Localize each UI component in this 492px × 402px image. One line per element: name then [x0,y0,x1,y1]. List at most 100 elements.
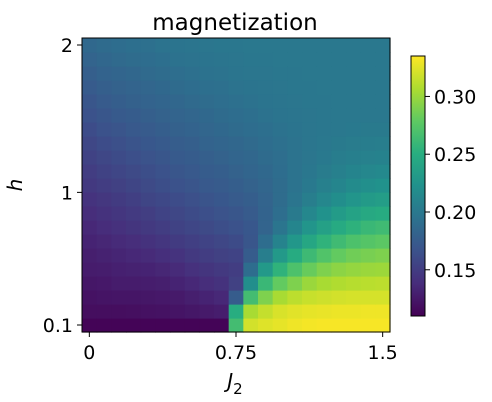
heatmap-cell [287,122,303,137]
heatmap-cell [375,178,391,193]
heatmap-cell [170,136,186,151]
heatmap-cell [199,206,215,221]
chart-title: magnetization [152,10,317,36]
heatmap-cell [331,66,347,81]
heatmap-cell [346,150,362,165]
heatmap-cell [258,276,274,291]
heatmap-cell [199,220,215,235]
heatmap-cell [287,192,303,207]
heatmap-cell [243,192,259,207]
heatmap-cell [243,290,259,305]
heatmap-cell [214,192,230,207]
heatmap-cell [111,178,127,193]
heatmap-cell [331,80,347,95]
heatmap-cell [96,122,112,137]
heatmap-cell [316,220,332,235]
heatmap-cell [243,262,259,277]
heatmap-cell [111,290,127,305]
heatmap-cell [316,262,332,277]
heatmap-cell [140,318,156,333]
heatmap-cell [272,318,288,333]
heatmap-cell [272,178,288,193]
heatmap-cell [111,66,127,81]
heatmap-cell [272,164,288,179]
heatmap-cell [258,150,274,165]
heatmap-cell [316,178,332,193]
heatmap-cell [272,220,288,235]
heatmap-cell [96,318,112,333]
heatmap-cell [228,80,244,95]
heatmap-cell [346,94,362,109]
heatmap-cell [346,304,362,319]
heatmap-cell [126,206,142,221]
heatmap-cell [302,248,318,263]
heatmap-cell [140,122,156,137]
heatmap-cell [375,248,391,263]
heatmap-cell [184,206,200,221]
heatmap-cell [155,94,171,109]
heatmap-cell [96,206,112,221]
heatmap-cell [199,178,215,193]
heatmap-cell [331,318,347,333]
heatmap-cell [184,66,200,81]
heatmap-cell [199,164,215,179]
heatmap-cell [287,80,303,95]
heatmap-cell [170,262,186,277]
heatmap-cell [287,136,303,151]
heatmap-cell [228,122,244,137]
heatmap-cell [258,80,274,95]
heatmap-cell [140,80,156,95]
heatmap-cell [302,108,318,123]
heatmap-cell [140,108,156,123]
heatmap-cell [96,290,112,305]
heatmap-cell [126,192,142,207]
heatmap-cell [360,248,376,263]
heatmap-cell [170,276,186,291]
heatmap-cell [287,248,303,263]
heatmap-cell [155,136,171,151]
heatmap-cell [214,290,230,305]
heatmap-cell [360,290,376,305]
heatmap-cell [82,136,98,151]
heatmap-cell [170,248,186,263]
heatmap-cell [331,178,347,193]
heatmap-cell [214,38,230,53]
heatmap-cell [375,38,391,53]
heatmap-cell [272,94,288,109]
heatmap-cell [287,94,303,109]
heatmap-cell [331,290,347,305]
heatmap-cell [258,220,274,235]
heatmap-cell [287,150,303,165]
heatmap-cell [184,80,200,95]
heatmap-cell [126,122,142,137]
heatmap-cell [155,234,171,249]
heatmap-cell [243,318,259,333]
heatmap-cell [214,206,230,221]
heatmap-cell [375,52,391,67]
heatmap-cell [155,52,171,67]
heatmap-cell [331,234,347,249]
heatmap-cell [82,150,98,165]
heatmap-cell [96,248,112,263]
heatmap-cell [140,38,156,53]
heatmap-cell [82,122,98,137]
heatmap-cell [316,136,332,151]
heatmap-cell [199,80,215,95]
heatmap-cell [155,150,171,165]
heatmap-cell [360,122,376,137]
heatmap-cell [214,94,230,109]
heatmap-cell [228,220,244,235]
heatmap-cell [360,136,376,151]
heatmap-cell [287,304,303,319]
heatmap-cell [82,262,98,277]
heatmap-cell [258,108,274,123]
heatmap-cell [184,262,200,277]
heatmap-cell [272,234,288,249]
heatmap-cell [360,206,376,221]
heatmap-cell [243,220,259,235]
heatmap-cell [302,38,318,53]
heatmap-cell [199,234,215,249]
heatmap-cell [360,276,376,291]
heatmap-cell [199,108,215,123]
heatmap-cell [155,262,171,277]
